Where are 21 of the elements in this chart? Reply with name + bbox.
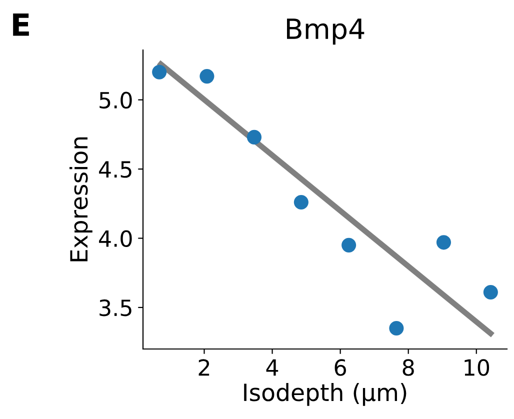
x-tick-label: 10 [464,359,490,376]
y-tick-label: 4.0 [99,230,132,248]
y-axis-title: Expression [70,137,92,262]
x-tick-label: 6 [334,359,346,376]
point [246,130,262,144]
x-tick-label: 2 [198,359,210,376]
text: E [13,14,29,36]
point [389,320,404,336]
chart-title: Bmp4 [287,18,364,45]
y-tick-label: 5.0 [100,92,132,109]
x-tick-label: 8 [402,359,414,376]
x-tick-label: 4 [266,359,278,376]
x-axis-title: Isodepth (µm) [244,383,406,406]
point [294,194,308,210]
y-tick-label: 3.5 [100,299,132,316]
point [152,64,167,80]
y-tick-label: 4.5 [99,161,132,178]
point [436,235,452,250]
point [200,69,214,84]
point [342,238,356,252]
point [483,284,498,300]
